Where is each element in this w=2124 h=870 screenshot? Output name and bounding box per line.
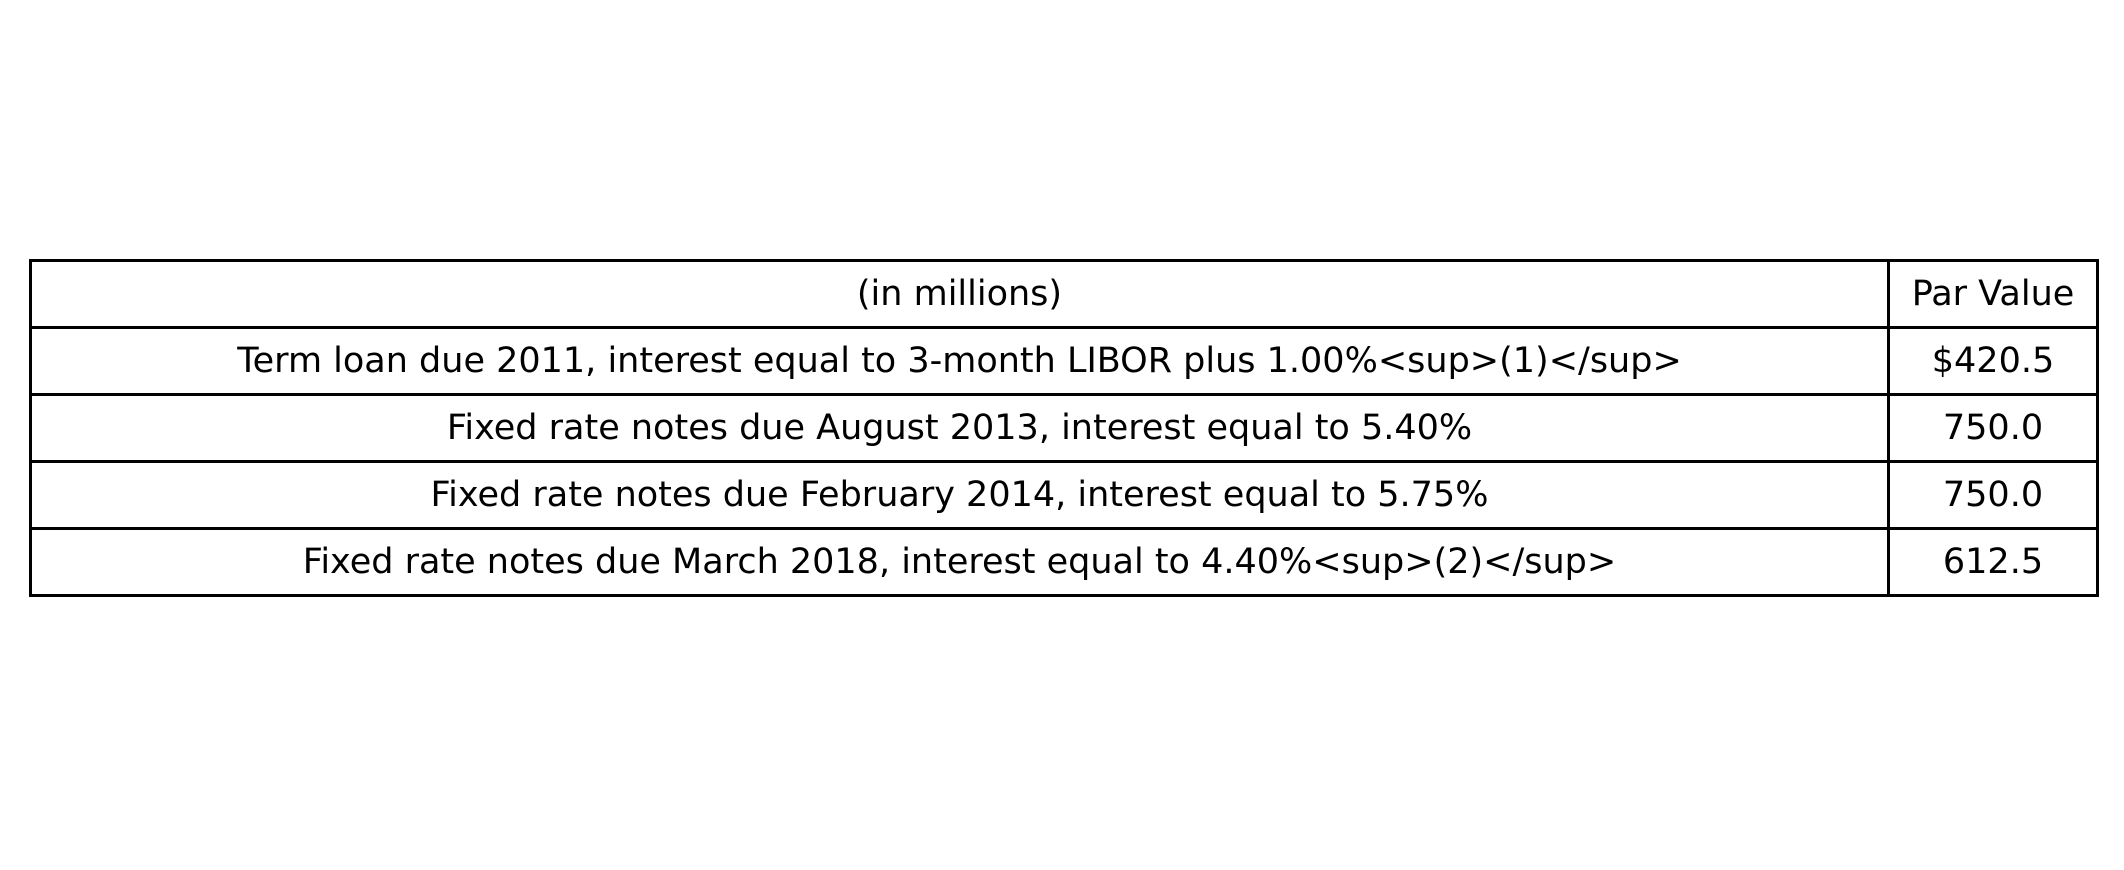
- row-value-cell: 750.0: [1887, 393, 2099, 463]
- header-description-cell: (in millions): [29, 259, 1890, 329]
- header-value-cell: Par Value: [1887, 259, 2099, 329]
- table-row: Fixed rate notes due August 2013, intere…: [29, 393, 2099, 463]
- table-row: Fixed rate notes due February 2014, inte…: [29, 460, 2099, 530]
- row-value-cell: 750.0: [1887, 460, 2099, 530]
- row-description-cell: Fixed rate notes due March 2018, interes…: [29, 527, 1890, 597]
- row-description-cell: Fixed rate notes due February 2014, inte…: [29, 460, 1890, 530]
- table-header-row: (in millions) Par Value: [29, 259, 2099, 329]
- row-value-cell: $420.5: [1887, 326, 2099, 396]
- row-value-cell: 612.5: [1887, 527, 2099, 597]
- table-row: Fixed rate notes due March 2018, interes…: [29, 527, 2099, 597]
- row-description-cell: Fixed rate notes due August 2013, intere…: [29, 393, 1890, 463]
- table-row: Term loan due 2011, interest equal to 3-…: [29, 326, 2099, 396]
- debt-table: (in millions) Par Value Term loan due 20…: [29, 259, 2099, 597]
- row-description-cell: Term loan due 2011, interest equal to 3-…: [29, 326, 1890, 396]
